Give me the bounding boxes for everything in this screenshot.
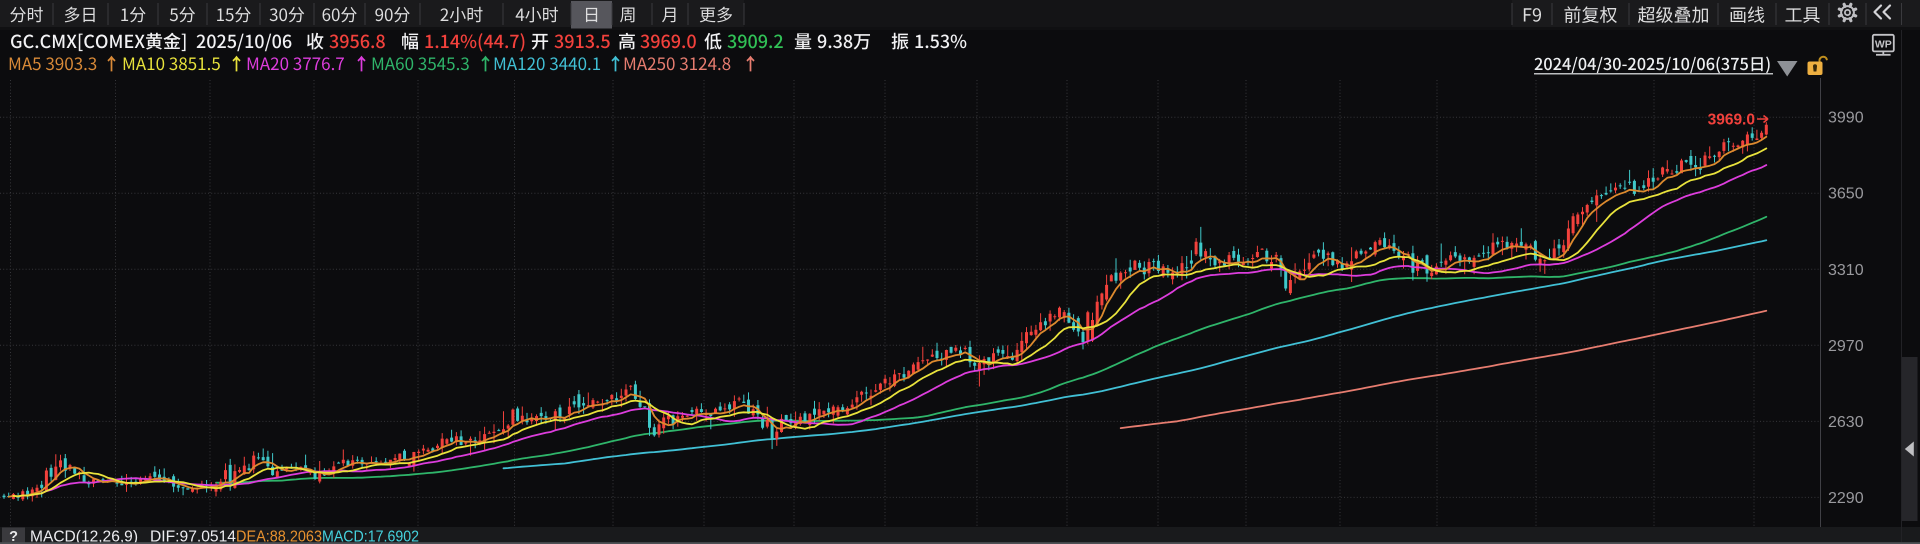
svg-text:3990: 3990 [1828,110,1864,127]
svg-text:WP: WP [1875,38,1892,50]
svg-text:MACD:17.6902: MACD:17.6902 [322,529,419,544]
svg-text:MACD(12,26,9): MACD(12,26,9) [30,529,138,544]
svg-text:3310: 3310 [1828,262,1864,279]
svg-text:DEA:88.2063: DEA:88.2063 [236,529,322,544]
svg-text:?: ? [9,529,18,544]
svg-text:3650: 3650 [1828,186,1864,203]
svg-text:2970: 2970 [1828,338,1864,355]
svg-text:DIF:97.0514: DIF:97.0514 [150,529,236,544]
svg-text:2630: 2630 [1828,414,1864,431]
svg-text:3969.0: 3969.0 [1708,112,1755,129]
svg-text:2290: 2290 [1828,490,1864,507]
